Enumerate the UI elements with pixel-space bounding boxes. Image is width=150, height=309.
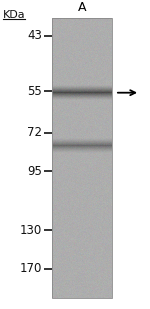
Text: 95: 95 [27, 165, 42, 178]
Bar [52, 18, 112, 298]
Text: 55: 55 [27, 85, 42, 98]
Text: KDa: KDa [3, 10, 26, 20]
Text: 72: 72 [27, 126, 42, 139]
Text: 170: 170 [20, 262, 42, 275]
Text: 43: 43 [27, 29, 42, 42]
Text: A: A [78, 1, 86, 14]
Text: 130: 130 [20, 224, 42, 237]
